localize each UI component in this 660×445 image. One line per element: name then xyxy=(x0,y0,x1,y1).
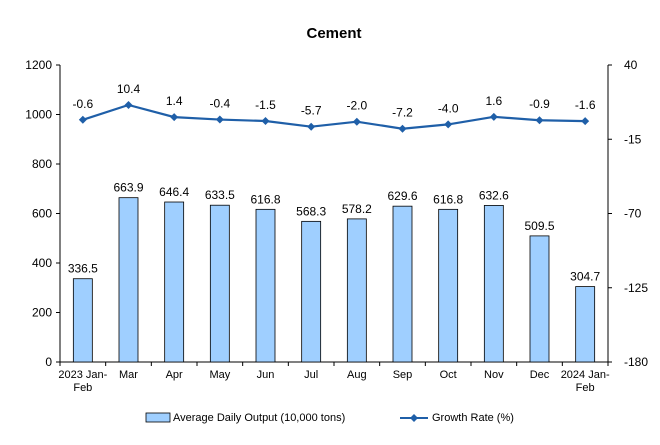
bar xyxy=(72,278,93,363)
bar xyxy=(255,208,276,363)
line-data-label: -0.9 xyxy=(529,97,550,111)
line-point xyxy=(581,117,590,126)
y-right-tick-label: -15 xyxy=(624,132,642,146)
chart-title: Cement xyxy=(306,25,361,42)
line-point xyxy=(352,117,361,126)
y-right-tick-label: -180 xyxy=(624,355,648,369)
line-point xyxy=(398,124,407,133)
line-data-label: -5.7 xyxy=(301,104,322,118)
line-point xyxy=(307,122,316,131)
y-left-tick-label: 1200 xyxy=(25,58,52,72)
x-tick-label: Mar xyxy=(119,369,138,381)
legend-bar-swatch xyxy=(145,412,171,423)
bar-data-label: 663.9 xyxy=(113,181,143,195)
x-tick-label: 2024 Jan-Feb xyxy=(561,369,610,394)
legend-line-label: Growth Rate (%) xyxy=(432,412,514,424)
x-tick-label: Jul xyxy=(304,369,318,381)
line-data-label: 1.4 xyxy=(166,94,183,108)
y-right-tick-label: -70 xyxy=(624,207,642,221)
y-left-tick-label: 600 xyxy=(32,207,52,221)
line-data-label: -4.0 xyxy=(438,101,459,115)
bar xyxy=(346,218,367,363)
bar xyxy=(164,201,185,363)
y-left-tick-label: 800 xyxy=(32,157,52,171)
line-point xyxy=(170,113,179,122)
y-left-tick-label: 200 xyxy=(32,306,52,320)
legend-bar-label: Average Daily Output (10,000 tons) xyxy=(173,412,345,424)
line-data-label: -0.4 xyxy=(209,97,230,111)
x-tick-label: Oct xyxy=(440,369,457,381)
bar-data-label: 578.2 xyxy=(342,202,372,216)
x-tick-label: Aug xyxy=(347,369,367,381)
x-tick-label: 2023 Jan-Feb xyxy=(58,369,107,394)
bar-data-label: 633.5 xyxy=(205,188,235,202)
line-data-label: -7.2 xyxy=(392,106,413,120)
line-series: -0.6 10.4 1.4 -0.4 -1.5 -5.7 -2.0 -7.2 -4.0 1.6 -0… xyxy=(72,82,596,133)
axes: 0 200 400 600 800 1000 1200 -180 -125 -70 -15 40 202… xyxy=(25,58,648,394)
bar xyxy=(529,235,550,363)
line-data-label: -1.6 xyxy=(575,98,596,112)
bar-data-label: 616.8 xyxy=(433,192,463,206)
y-left-tick-label: 1000 xyxy=(25,108,52,122)
x-tick-label: May xyxy=(209,369,230,381)
line-data-label: -2.0 xyxy=(346,99,367,113)
x-tick-label: Jun xyxy=(257,369,275,381)
x-tick-label: Sep xyxy=(393,369,413,381)
line-data-label: 1.6 xyxy=(485,94,502,108)
y-right-tick-label: 40 xyxy=(624,58,638,72)
bar-data-label: 616.8 xyxy=(250,192,280,206)
bar-data-label: 304.7 xyxy=(570,270,600,284)
bar xyxy=(575,286,596,363)
growth-line xyxy=(82,103,586,130)
bar-series: 336.5 663.9 646.4 633.5 616.8 568.3 578.2 629.6… xyxy=(68,181,601,363)
bar-data-label: 632.6 xyxy=(479,188,509,202)
legend-line-marker xyxy=(410,414,418,422)
line-data-label: 10.4 xyxy=(117,82,141,96)
line-point xyxy=(261,117,270,126)
bar xyxy=(301,220,322,363)
bar xyxy=(118,197,139,363)
line-data-label: -1.5 xyxy=(255,98,276,112)
x-tick-label: Dec xyxy=(530,369,550,381)
x-tick-label: Apr xyxy=(166,369,183,381)
line-point xyxy=(489,112,498,121)
legend: Average Daily Output (10,000 tons) Growth… xyxy=(145,412,514,424)
y-left-tick-label: 400 xyxy=(32,256,52,270)
line-point xyxy=(444,120,453,129)
line-point xyxy=(124,100,133,109)
bar-data-label: 336.5 xyxy=(68,262,98,276)
bar xyxy=(438,208,459,363)
x-tick-label: Nov xyxy=(484,369,504,381)
y-right-tick-label: -125 xyxy=(624,281,648,295)
bar-data-label: 568.3 xyxy=(296,204,326,218)
bar-data-label: 629.6 xyxy=(387,189,417,203)
line-point xyxy=(215,115,224,124)
bar xyxy=(209,204,230,363)
bar-data-label: 509.5 xyxy=(524,219,554,233)
line-point xyxy=(78,115,87,124)
bar-data-label: 646.4 xyxy=(159,185,189,199)
bar xyxy=(483,205,504,363)
y-left-tick-label: 0 xyxy=(45,355,52,369)
line-point xyxy=(535,116,544,125)
line-data-label: -0.6 xyxy=(72,97,93,111)
bar xyxy=(392,205,413,363)
